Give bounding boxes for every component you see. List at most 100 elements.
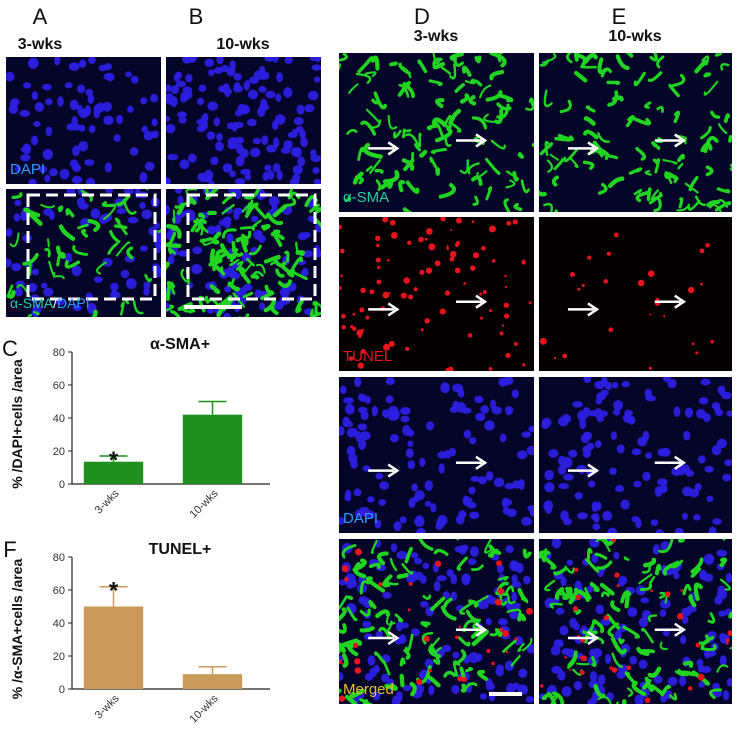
fiber [716,664,729,673]
tunel-spot [522,363,526,367]
fiber [582,619,596,635]
category-label: 3-wks [93,692,122,721]
fiber [615,54,630,71]
fiber [454,649,467,666]
fiber [635,147,647,161]
fiber [166,232,177,247]
fiber [673,110,681,124]
fiber [668,692,678,701]
nucleus [624,409,633,417]
fiber [642,557,657,568]
nucleus [227,142,238,150]
arrowhead-icon [387,141,400,156]
nucleus [78,59,87,68]
fiber [55,245,66,259]
tunel-spot [587,255,592,260]
fiber [522,637,533,652]
tunel-spot [687,686,693,691]
nucleus [548,449,559,458]
nucleus [283,87,293,98]
fiber [700,125,712,140]
bar [83,461,144,484]
nucleus [555,607,565,615]
nucleus [411,483,418,492]
tunel-spot [648,366,652,370]
fiber [659,641,669,650]
tunel-spot [444,290,451,296]
fiber [703,136,719,154]
fiber [694,195,707,207]
nucleus [357,406,368,414]
nucleus [290,282,297,291]
nucleus [623,414,634,424]
fiber [277,279,293,288]
nucleus [607,527,618,533]
nucleus [266,57,274,62]
fiber [471,564,484,572]
tunel-spot [425,267,433,274]
fiber [691,670,711,686]
fiber [489,53,507,68]
nucleus [583,377,592,384]
nucleus [613,551,620,560]
nucleus [509,610,519,620]
fiber [204,295,210,304]
fiber [497,576,509,581]
nucleus [719,632,727,642]
fiber [144,273,153,283]
label-sma-dapi: α-SMA/DAPI [10,295,90,311]
fiber [385,580,399,586]
fiber [636,646,650,656]
nucleus [694,483,702,492]
nucleus [351,428,358,436]
fiber [457,636,471,647]
fiber [517,642,525,652]
tunel-spot [564,656,567,659]
tunel-spot [496,560,502,567]
nucleus [28,178,37,184]
nucleus [393,521,402,532]
fiber [506,608,522,616]
nucleus [266,144,277,153]
fiber [665,174,678,184]
nucleus [659,599,671,609]
nucleus [276,170,283,181]
tunel-spot [423,635,430,642]
fiber [505,585,515,594]
label-dapi: DAPI [10,161,46,178]
nucleus [463,496,473,505]
arrowhead-icon [475,133,488,148]
tunel-spot [562,353,568,359]
fiber [431,117,448,128]
fiber [684,182,699,194]
nucleus [216,57,224,65]
fiber [375,179,382,192]
fiber [359,626,375,633]
fiber [6,289,16,299]
tunel-spot [505,650,509,654]
nucleus [529,506,534,517]
fiber [714,53,723,57]
fiber [355,72,372,84]
fiber [443,597,453,608]
nucleus [485,618,492,626]
fiber [359,580,370,595]
nucleus [110,289,118,298]
tunel-spot [727,630,732,637]
fiber [65,208,75,218]
nucleus [166,84,172,92]
nucleus [703,553,715,565]
tunel-spot [699,248,705,254]
nucleus [366,510,376,519]
nucleus [71,163,80,170]
tunel-spot [499,331,504,336]
fiber [517,152,525,159]
fiber [611,652,624,669]
nucleus [568,449,578,458]
nucleus [41,282,48,289]
fiber [615,701,619,704]
fiber [577,589,590,602]
category-label: 10-wks [187,487,220,520]
fiber [387,114,398,130]
nucleus [182,86,193,94]
